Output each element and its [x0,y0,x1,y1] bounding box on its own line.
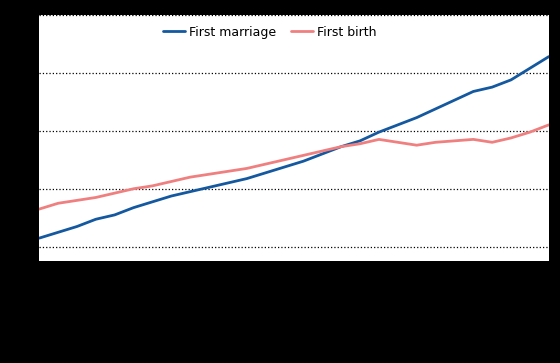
First marriage [451,98,458,102]
First birth [73,198,80,203]
First marriage [262,171,269,175]
First marriage [545,54,552,59]
First marriage [36,236,43,240]
Line: First marriage: First marriage [39,57,549,238]
First birth [168,179,175,184]
First birth [394,140,401,144]
First marriage [149,200,156,204]
First marriage [92,217,99,221]
First birth [262,162,269,166]
First marriage [489,85,496,89]
First marriage [432,107,439,111]
First marriage [168,194,175,198]
First birth [508,136,515,140]
First marriage [111,213,118,217]
First marriage [470,89,477,94]
First birth [130,187,137,191]
First marriage [244,176,250,181]
First marriage [206,185,212,189]
Legend: First marriage, First birth: First marriage, First birth [157,21,382,44]
First birth [111,191,118,195]
First birth [432,140,439,144]
First birth [36,207,43,211]
First birth [225,169,231,174]
First birth [489,140,496,144]
First marriage [225,181,231,185]
First birth [187,175,194,179]
First marriage [508,78,515,82]
First birth [244,166,250,171]
First marriage [73,224,80,229]
First marriage [319,152,326,156]
First marriage [130,205,137,210]
First birth [319,149,326,153]
First birth [206,172,212,176]
First birth [376,137,382,142]
First marriage [55,230,62,234]
First birth [300,153,307,158]
First marriage [413,115,420,120]
First marriage [376,130,382,134]
First birth [92,195,99,200]
First marriage [281,165,288,169]
First marriage [187,189,194,194]
Line: First birth: First birth [39,125,549,209]
First birth [357,142,363,146]
First marriage [300,159,307,163]
First birth [338,144,344,149]
First birth [149,184,156,188]
First marriage [394,123,401,127]
First marriage [526,66,533,70]
First birth [281,158,288,162]
First birth [55,201,62,205]
First birth [545,123,552,127]
First marriage [357,139,363,143]
First birth [526,130,533,134]
First birth [470,137,477,142]
First birth [413,143,420,147]
First marriage [338,144,344,149]
First birth [451,139,458,143]
